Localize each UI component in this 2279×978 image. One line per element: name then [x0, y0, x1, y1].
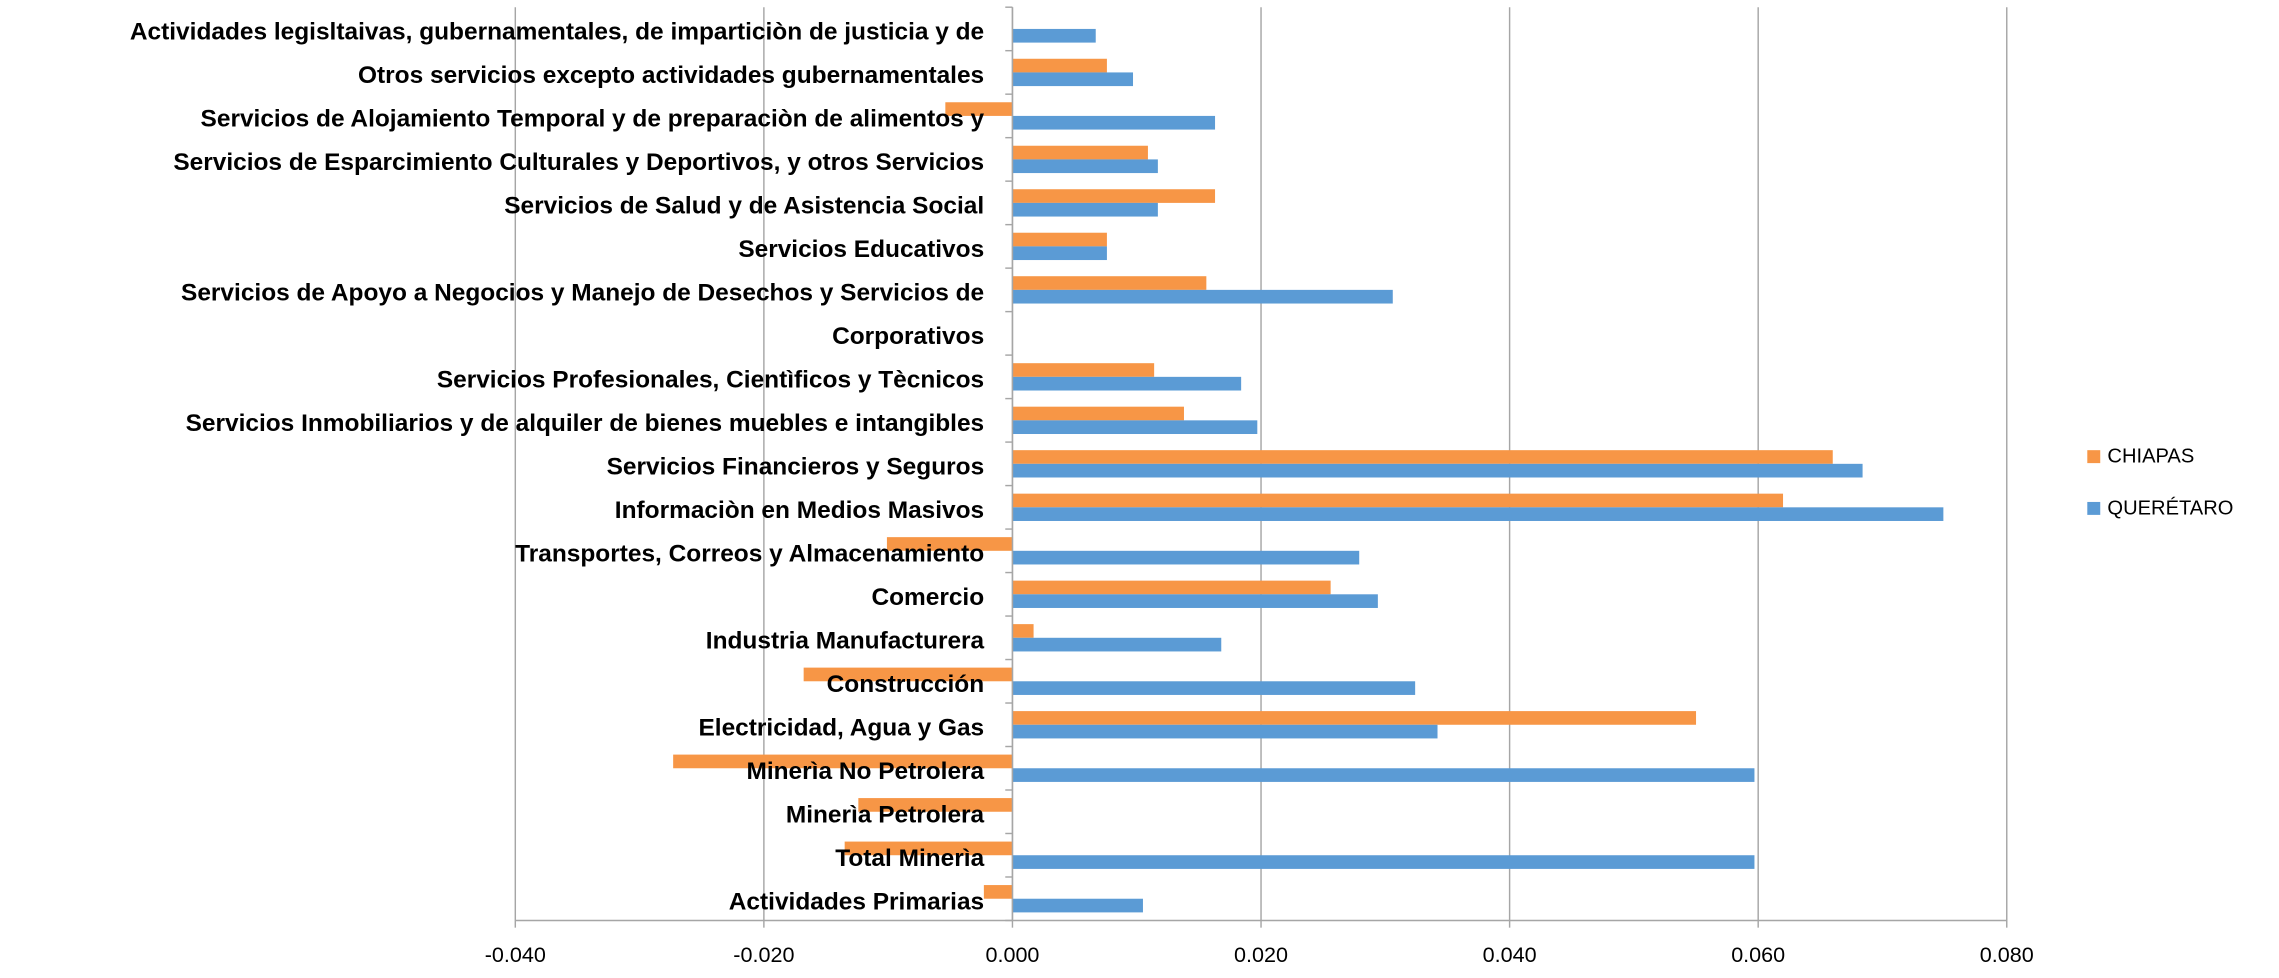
bar [1012, 58, 1107, 73]
bar [844, 841, 1013, 856]
bar [1012, 463, 1863, 478]
bar [1012, 768, 1755, 782]
bar [1012, 550, 1360, 565]
x-tick-label: 0.000 [985, 942, 1039, 967]
bar [1012, 232, 1107, 247]
bar [1012, 363, 1155, 377]
category-label: Total Minerìa [835, 845, 984, 872]
legend-label: QUERÉTARO [2107, 496, 2233, 519]
legend-swatch [2087, 450, 2101, 464]
bar [1012, 624, 1034, 638]
category-label: Minerìa Petrolera [786, 802, 985, 829]
x-tick-label: -0.040 [485, 942, 546, 967]
category-label: Transportes, Correos y Almacenamiento [515, 541, 984, 568]
category-label: Actividades Primarias [729, 888, 984, 915]
bar [1012, 72, 1134, 87]
bar [1012, 580, 1331, 595]
bar [886, 537, 1013, 551]
bar [1012, 724, 1438, 739]
category-label: Servicios Educativos [738, 236, 984, 263]
bar [1012, 28, 1096, 43]
bar [983, 885, 1013, 899]
x-tick-label: 0.060 [1731, 942, 1785, 967]
legend-label: CHIAPAS [2107, 446, 2194, 468]
category-label: Construcción [827, 671, 985, 698]
bar [1012, 594, 1378, 608]
legend-swatch [2087, 501, 2101, 515]
bar [1012, 507, 1944, 521]
bar [1012, 145, 1148, 160]
bar [1012, 493, 1784, 508]
bar [1012, 159, 1158, 174]
bar [1012, 202, 1158, 217]
category-label: Servicios de Apoyo a Negocios y Manejo d… [181, 280, 984, 307]
bar [1012, 115, 1216, 130]
bar [803, 667, 1013, 682]
bar [1012, 289, 1393, 304]
category-label: Otros servicios excepto actividades gube… [358, 62, 984, 89]
bar [1012, 276, 1207, 290]
category-label: Comercio [871, 584, 984, 611]
category-label: Informaciòn en Medios Masivos [615, 497, 984, 524]
bar [858, 798, 1013, 812]
x-tick-label: 0.020 [1234, 942, 1288, 967]
category-label: Electricidad, Agua y Gas [698, 715, 984, 742]
bar [1012, 189, 1216, 203]
bar [1012, 711, 1697, 725]
category-label: Servicios de Salud y de Asistencia Socia… [504, 193, 984, 220]
bar [673, 754, 1013, 769]
bar [1012, 637, 1222, 652]
bar [945, 102, 1013, 116]
bar [1012, 376, 1242, 391]
bar [1012, 855, 1755, 869]
category-label: Servicios de Esparcimiento Culturales y … [173, 149, 984, 176]
category-label: Minerìa No Petrolera [746, 758, 984, 785]
category-label: Servicios de Alojamiento Temporal y de p… [201, 106, 985, 133]
bar [1012, 420, 1258, 435]
bar [1012, 681, 1416, 695]
category-label: Corporativos [832, 323, 984, 350]
bar [1012, 450, 1833, 464]
category-label: Servicios Financieros y Seguros [607, 454, 985, 481]
x-tick-label: 0.040 [1483, 942, 1537, 967]
category-label: Actividades legisltaivas, gubernamentale… [130, 19, 984, 46]
bar [1012, 898, 1143, 913]
x-tick-label: 0.080 [1980, 942, 2034, 967]
category-label: Servicios Inmobiliarios y de alquiler de… [186, 410, 985, 437]
category-label: Industria Manufacturera [706, 628, 985, 655]
category-label: Servicios Profesionales, Cientìficos y T… [437, 367, 984, 394]
bar [1012, 406, 1184, 421]
x-tick-label: -0.020 [733, 942, 794, 967]
bar [1012, 246, 1107, 261]
